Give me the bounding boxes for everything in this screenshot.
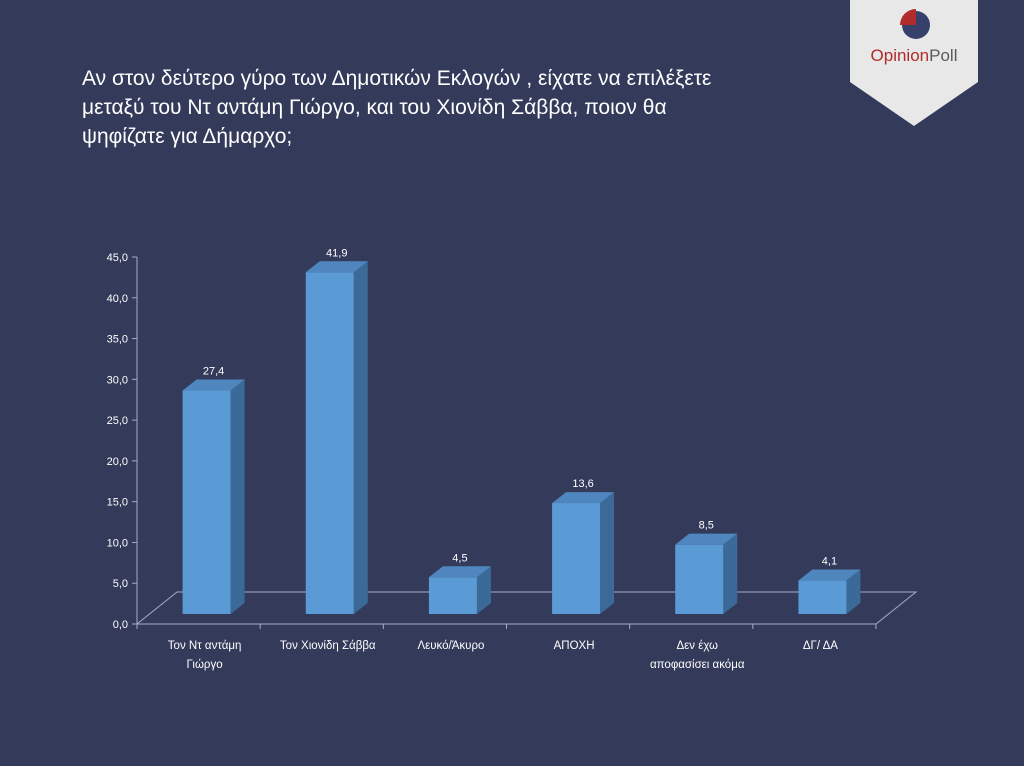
value-label: 27,4 <box>203 366 224 378</box>
logo-wedge <box>902 11 916 25</box>
title-line-1: Αν στον δεύτερο γύρο των Δημοτικών Εκλογ… <box>82 67 712 90</box>
x-tick-label-line: Δεν έχω <box>676 640 718 652</box>
bar-front <box>305 272 354 614</box>
bar <box>305 261 368 614</box>
bar-top <box>798 569 861 581</box>
bar-side <box>353 261 368 614</box>
x-tick-label-line: Τον Ντ αντάμη <box>168 640 242 652</box>
x-tick-label-line: ΔΓ/ ΔΑ <box>803 640 838 652</box>
logo-badge-shape <box>850 0 978 126</box>
y-tick-label: 35,0 <box>107 334 128 346</box>
x-tick-label-line: Γιώργο <box>187 659 223 671</box>
bar <box>798 569 861 614</box>
bar-side <box>723 533 738 614</box>
y-tick-label: 25,0 <box>107 415 128 427</box>
x-tick-label-line: Λευκό/Άκυρο <box>417 640 484 652</box>
value-label: 4,5 <box>452 552 467 564</box>
value-label: 41,9 <box>326 247 347 259</box>
value-label: 4,1 <box>822 556 837 568</box>
bar <box>182 379 245 614</box>
logo-wedge-rim <box>900 9 916 25</box>
y-tick-label: 45,0 <box>107 252 128 264</box>
logo-badge <box>850 0 978 126</box>
bar-top <box>182 379 245 391</box>
value-label: 13,6 <box>572 478 593 490</box>
y-tick-label: 20,0 <box>107 456 128 468</box>
bar-top <box>552 492 615 504</box>
x-tick-label: Λευκό/Άκυρο <box>417 640 484 652</box>
bar-side <box>846 569 861 614</box>
y-tick-label: 10,0 <box>107 537 128 549</box>
opinionpoll-logo: OpinionPoll <box>850 0 978 128</box>
bar-side <box>476 566 491 614</box>
value-label: 8,5 <box>699 520 714 532</box>
y-tick-label: 15,0 <box>107 497 128 509</box>
bar-front <box>428 577 477 614</box>
bar-front <box>182 390 231 614</box>
bar-side <box>600 492 615 614</box>
bar-front <box>798 580 847 614</box>
bar-front <box>675 544 724 614</box>
y-tick-label: 5,0 <box>113 578 128 590</box>
x-tick-label: ΔΓ/ ΔΑ <box>803 640 838 652</box>
page-title: Αν στον δεύτερο γύρο των Δημοτικών Εκλογ… <box>82 64 842 151</box>
chart-axes <box>132 256 918 629</box>
y-tick-label: 30,0 <box>107 374 128 386</box>
y-tick-label: 0,0 <box>113 619 128 631</box>
bar <box>675 533 738 614</box>
x-tick-label-line: Τον Χιονίδη Σάββα <box>280 640 376 652</box>
pie-logo-icon <box>900 9 930 39</box>
bar <box>552 492 615 614</box>
x-tick-label: Τον Ντ αντάμη Γιώργο <box>168 640 242 671</box>
bar-side <box>230 379 245 614</box>
x-tick-label: Τον Χιονίδη Σάββα <box>280 640 376 652</box>
title-line-2: μεταξύ του Ντ αντάμη Γιώργο, και του Χιο… <box>82 96 667 119</box>
bar-front <box>552 503 601 614</box>
bar <box>428 566 491 614</box>
x-tick-label: Δεν έχω αποφασίσει ακόμα <box>650 640 745 671</box>
chart-labels: 0,0 5,0 10,0 15,0 20,0 25,0 30,0 35,0 40,0 45,0 27… <box>107 247 839 671</box>
chart-bars <box>182 261 861 614</box>
logo-word-poll: Poll <box>929 46 958 65</box>
x-tick-label-line: ΑΠΟΧΗ <box>554 640 595 652</box>
logo-word-opinion: Opinion <box>870 46 930 65</box>
title-line-3: ψηφίζατε για Δήμαρχο; <box>82 125 293 148</box>
logo-wordmark: OpinionPoll <box>850 46 978 66</box>
bar-top <box>305 261 368 273</box>
y-tick-label: 40,0 <box>107 293 128 305</box>
bar-top <box>675 533 738 545</box>
bar-top <box>428 566 491 578</box>
x-tick-label-line: αποφασίσει ακόμα <box>650 659 745 671</box>
x-tick-label: ΑΠΟΧΗ <box>554 640 595 652</box>
